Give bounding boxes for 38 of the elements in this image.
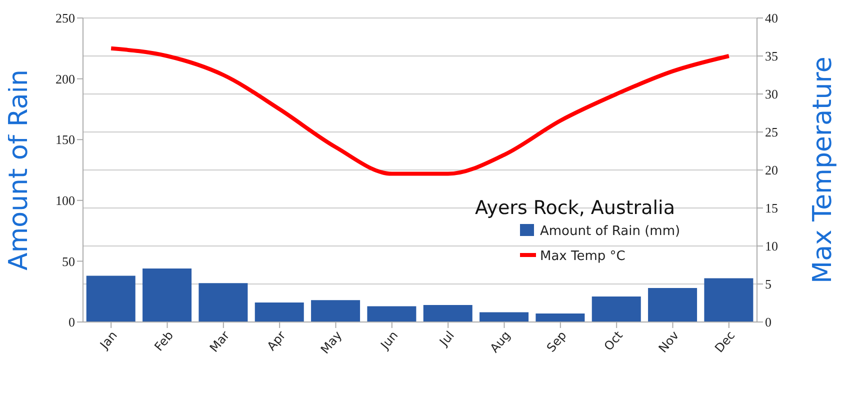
bar xyxy=(254,302,304,322)
y-tick-label: 250 xyxy=(56,10,75,26)
legend-label: Max Temp °C xyxy=(540,249,626,264)
x-tick-label: Sep xyxy=(544,328,570,355)
y-tick-label: 50 xyxy=(62,254,75,269)
y2-tick-label: 30 xyxy=(765,86,778,102)
x-tick-label: Feb xyxy=(152,328,176,354)
legend-label: Amount of Rain (mm) xyxy=(540,224,680,239)
y2-tick-label: 25 xyxy=(765,124,778,140)
y2-axis-title: Max Temperature xyxy=(808,56,838,284)
bar xyxy=(86,276,136,322)
y2-tick-label: 35 xyxy=(765,48,778,64)
y2-tick-label: 5 xyxy=(765,276,772,292)
x-tick-label: Oct xyxy=(601,328,626,354)
x-tick-label: Jun xyxy=(377,328,401,353)
y-tick-label: 200 xyxy=(56,71,75,86)
text: Ayers Rock, Australia xyxy=(475,197,675,219)
bar xyxy=(592,296,641,322)
bar xyxy=(311,300,360,322)
line-series xyxy=(109,46,731,176)
y-tick-label: 150 xyxy=(56,132,75,148)
y2-tick-label: 0 xyxy=(765,314,772,330)
x-tick-label: Jan xyxy=(96,328,120,352)
bar xyxy=(536,313,585,322)
y2-tick-label: 15 xyxy=(765,200,778,216)
bar xyxy=(367,306,416,322)
y2-tick-label: 40 xyxy=(765,10,778,26)
y2-tick-label: 20 xyxy=(765,162,778,178)
bar xyxy=(480,312,529,322)
y2-tick-label: 10 xyxy=(765,238,778,254)
bar xyxy=(648,288,698,322)
bar xyxy=(704,278,754,322)
bar xyxy=(142,268,192,322)
x-tick-label: Jul xyxy=(436,328,457,350)
bar xyxy=(198,283,248,322)
y-tick-label: 0 xyxy=(68,314,75,330)
y-tick-label: 100 xyxy=(56,193,75,208)
bar xyxy=(423,304,472,322)
